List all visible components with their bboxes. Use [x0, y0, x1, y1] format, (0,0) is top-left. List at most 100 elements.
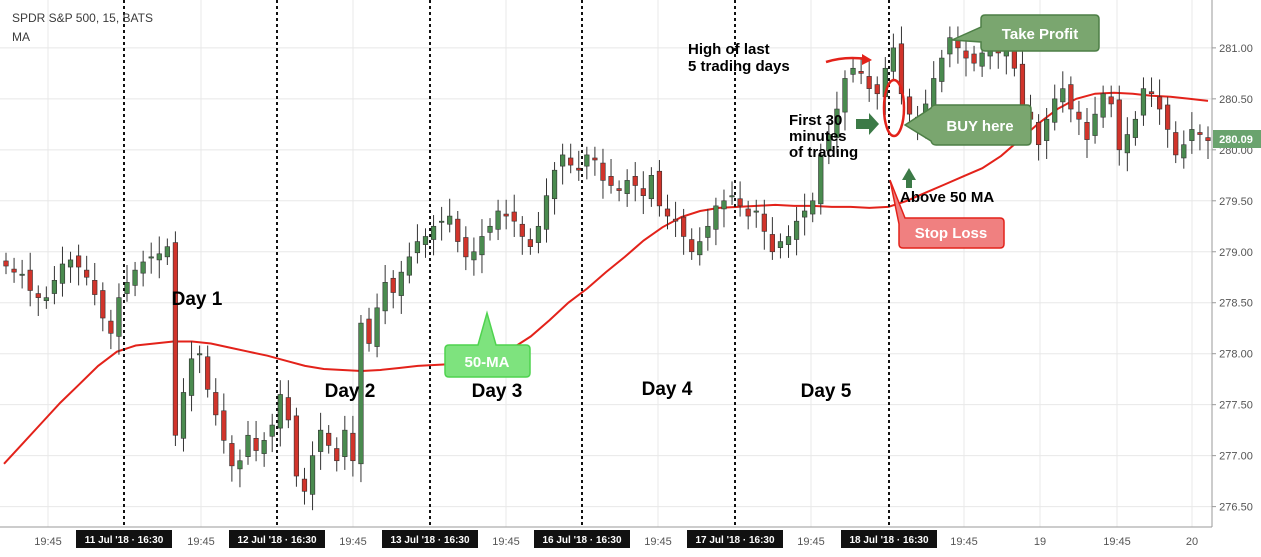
candle	[729, 181, 735, 205]
candle	[374, 293, 380, 358]
x-axis-ticks[interactable]: 19:45 11 Jul '18 · 16:30 19:45 12 Jul '18 ·…	[34, 530, 1198, 548]
candle	[874, 76, 880, 110]
day-label-2: Day 2	[325, 381, 376, 402]
above-ma-note: Above 50 MA	[900, 189, 994, 206]
candle-body-up	[1124, 134, 1130, 154]
x-tick-label: 20	[1186, 536, 1198, 548]
candle	[172, 231, 179, 446]
candle-body-up	[947, 37, 953, 55]
candle	[769, 217, 775, 260]
candle	[1044, 108, 1050, 159]
candle	[334, 437, 340, 472]
candle	[1052, 84, 1058, 131]
candle-body-up	[430, 225, 437, 240]
candle	[261, 432, 267, 467]
candle-body-up	[487, 225, 493, 233]
y-tick-label: 280.50	[1219, 94, 1253, 106]
candle-body-up	[439, 220, 445, 223]
candle	[237, 449, 243, 488]
gridlines	[0, 0, 1212, 527]
ma-callout-text: 50-MA	[464, 354, 509, 371]
stop-loss-text: Stop Loss	[915, 225, 988, 242]
candle-body-down	[955, 40, 961, 49]
x-tick-label: 19:45	[797, 536, 825, 548]
candle-body-down	[334, 448, 340, 462]
first30-line2: minutes	[789, 128, 847, 145]
candle	[890, 33, 896, 80]
candle	[1181, 130, 1187, 169]
candle	[358, 314, 364, 483]
candle-body-down	[745, 208, 751, 217]
candle-body-up	[777, 241, 784, 248]
x-tick-label: 19:45	[34, 536, 62, 548]
candle	[1116, 85, 1122, 166]
candle	[527, 228, 533, 255]
candle-body-down	[35, 293, 41, 298]
candle-body-up	[382, 282, 388, 312]
candle-body-down	[737, 198, 743, 207]
candle-body-up	[543, 195, 550, 230]
candle	[681, 208, 687, 255]
candle	[818, 143, 824, 215]
candle-body-down	[1019, 63, 1026, 110]
candle-body-down	[906, 96, 913, 115]
last-price-tag: 280.09	[1213, 130, 1261, 148]
candle-body-up	[342, 429, 348, 457]
session-tick-label: 18 Jul '18 · 16:30	[849, 535, 929, 546]
candle-body-down	[301, 478, 308, 492]
candle	[398, 260, 404, 314]
session-tick-label: 11 Jul '18 · 16:30	[85, 535, 164, 546]
candle	[543, 178, 550, 243]
first30-arrow-icon	[856, 113, 879, 135]
candle	[785, 225, 792, 258]
candle-body-down	[511, 211, 517, 222]
buy-callout-text: BUY here	[946, 118, 1013, 135]
candle	[1108, 85, 1114, 118]
candle-body-down	[874, 84, 880, 95]
candle	[826, 120, 832, 165]
buy-callout: BUY here	[903, 104, 1032, 146]
candle-body-down	[971, 53, 977, 64]
candle	[648, 167, 654, 207]
session-tick-label: 13 Jul '18 · 16:30	[390, 535, 470, 546]
candle	[802, 193, 808, 236]
candle	[1035, 114, 1042, 161]
candle	[672, 201, 679, 237]
y-tick-label: 279.50	[1219, 196, 1253, 208]
candle-body-up	[842, 78, 848, 113]
candle	[737, 181, 743, 217]
candle-body-down	[390, 277, 396, 293]
candle-body-up	[1044, 118, 1050, 141]
candle	[656, 160, 663, 217]
candle-body-down	[656, 170, 663, 207]
candle-body-up	[705, 225, 711, 238]
candle	[939, 49, 945, 93]
session-tick-badge	[534, 530, 630, 548]
candle	[906, 88, 913, 128]
candle-body-down	[1148, 91, 1155, 95]
candle-body-down	[1197, 132, 1203, 135]
x-tick-label: 19	[1034, 536, 1046, 548]
candle-body-up	[1132, 118, 1138, 138]
candle-body-up	[447, 215, 453, 225]
candle	[382, 265, 388, 325]
candle	[430, 215, 437, 256]
ma-50-line	[3, 91, 1209, 465]
candle-body-up	[414, 241, 421, 254]
candle	[471, 237, 477, 276]
candle-body-up	[721, 200, 727, 210]
candle	[640, 171, 646, 215]
candle	[116, 283, 122, 355]
candle-body-down	[293, 415, 300, 477]
candle	[858, 57, 864, 85]
candle-body-down	[1084, 121, 1090, 140]
candle	[245, 420, 251, 465]
candle-body-up	[124, 282, 130, 294]
candle-body-up	[1060, 88, 1066, 103]
ma-callout: 50-MA	[444, 310, 531, 378]
candle	[834, 91, 840, 154]
candle-body-up	[1100, 93, 1106, 118]
candle-body-down	[27, 269, 33, 291]
candle	[447, 198, 453, 233]
